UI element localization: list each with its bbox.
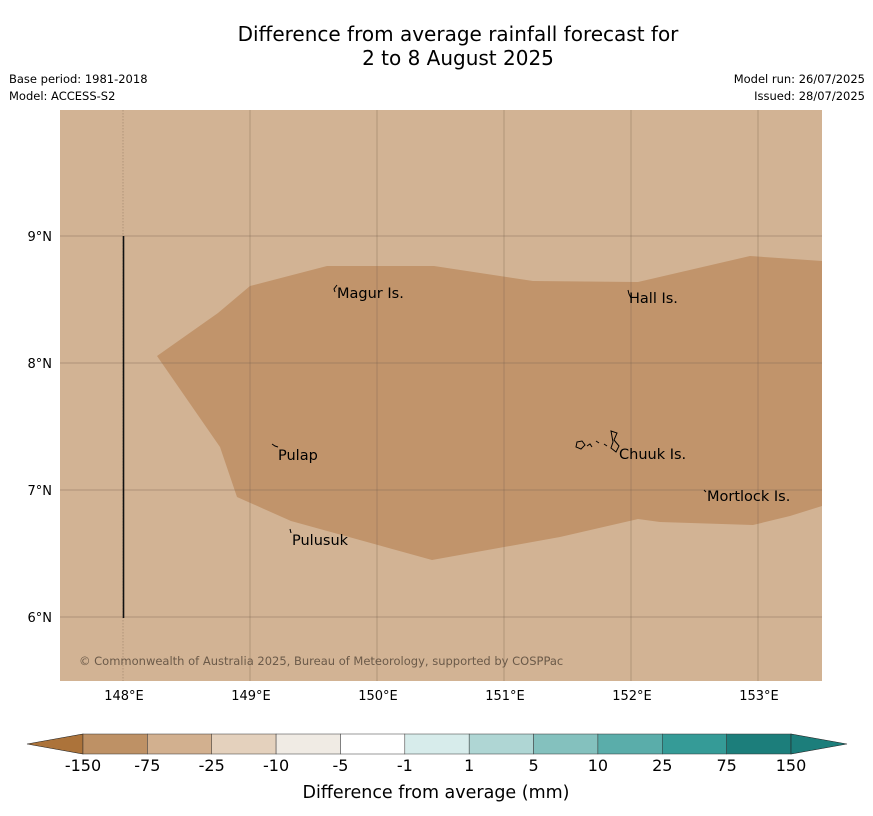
- latitude-labels: 9°N 8°N 7°N 6°N: [28, 230, 53, 626]
- lon-label-149e: 149°E: [231, 689, 271, 704]
- colorbar-extension-high: [790, 733, 848, 755]
- island-pulusuk: [289, 528, 292, 534]
- place-label-pulap: Pulap: [278, 448, 318, 464]
- colorbar-swatch: [533, 733, 599, 755]
- colorbar-tick-label: 25: [652, 756, 672, 775]
- island-hall: [627, 289, 632, 299]
- place-label-mortlock: Mortlock Is.: [707, 489, 790, 505]
- colorbar-tick-label: -10: [263, 756, 289, 775]
- colorbar-swatch: [147, 733, 212, 755]
- place-label-hall: Hall Is.: [629, 291, 678, 307]
- copyright-text: © Commonwealth of Australia 2025, Bureau…: [79, 654, 563, 668]
- colorbar-title: Difference from average (mm): [302, 783, 569, 803]
- colorbar-swatch: [662, 733, 727, 755]
- lon-label-150e: 150°E: [358, 689, 398, 704]
- colorbar: -150 -75 -25 -10 -5 -1 1 5 10 25 75 150: [26, 733, 848, 775]
- island-mortlock: [703, 489, 707, 493]
- lat-label-9n: 9°N: [28, 230, 53, 245]
- colorbar-tick-label: 150: [776, 756, 807, 775]
- colorbar-extension-low: [26, 733, 84, 755]
- model-run-text: Model run: 26/07/2025: [733, 72, 865, 86]
- colorbar-swatch: [211, 733, 277, 755]
- colorbar-tick-label: -5: [332, 756, 348, 775]
- place-label-pulusuk: Pulusuk: [292, 533, 349, 549]
- colorbar-swatch: [275, 733, 341, 755]
- lat-label-7n: 7°N: [28, 484, 53, 499]
- colorbar-swatch: [404, 733, 470, 755]
- anomaly-region: [157, 256, 822, 560]
- colorbar-tick-label: 1: [464, 756, 474, 775]
- title-line-2: 2 to 8 August 2025: [362, 46, 554, 70]
- island-pulap: [271, 443, 279, 448]
- place-label-magur: Magur Is.: [337, 286, 404, 302]
- island-outlines: [271, 284, 707, 534]
- map-title: Difference from average rainfall forecas…: [0, 22, 873, 70]
- colorbar-tick-label: 10: [588, 756, 608, 775]
- issued-text: Issued: 28/07/2025: [754, 89, 865, 103]
- colorbar-swatch: [340, 733, 406, 755]
- colorbar-tick-label: -25: [199, 756, 225, 775]
- colorbar-swatch: [82, 733, 148, 755]
- lon-label-153e: 153°E: [739, 689, 779, 704]
- map-panel: Magur Is. Hall Is. Pulap Chuuk Is. Mortl…: [60, 110, 822, 681]
- colorbar-tick-label: -150: [65, 756, 101, 775]
- colorbar-tick-label: -1: [397, 756, 413, 775]
- lat-label-6n: 6°N: [28, 611, 53, 626]
- lon-label-148e: 148°E: [104, 689, 144, 704]
- colorbar-tick-label: 5: [528, 756, 538, 775]
- colorbar-swatch: [468, 733, 534, 755]
- lon-label-152e: 152°E: [612, 689, 652, 704]
- colorbar-swatch: [726, 733, 792, 755]
- colorbar-tick-label: -75: [134, 756, 160, 775]
- model-text: Model: ACCESS-S2: [9, 89, 116, 103]
- island-magur: [333, 284, 338, 293]
- colorbar-tick-label: 75: [716, 756, 736, 775]
- title-line-1: Difference from average rainfall forecas…: [237, 22, 679, 46]
- colorbar-swatch: [597, 733, 663, 755]
- place-label-chuuk: Chuuk Is.: [619, 447, 686, 463]
- lon-label-151e: 151°E: [485, 689, 525, 704]
- base-period-text: Base period: 1981-2018: [9, 72, 148, 86]
- longitude-labels: 148°E 149°E 150°E 151°E 152°E 153°E: [104, 689, 779, 704]
- lat-label-8n: 8°N: [28, 357, 53, 372]
- forecast-info-left: Base period: 1981-2018 Model: ACCESS-S2: [9, 71, 148, 105]
- forecast-info-right: Model run: 26/07/2025 Issued: 28/07/2025: [734, 71, 865, 105]
- island-chuuk: [575, 430, 620, 453]
